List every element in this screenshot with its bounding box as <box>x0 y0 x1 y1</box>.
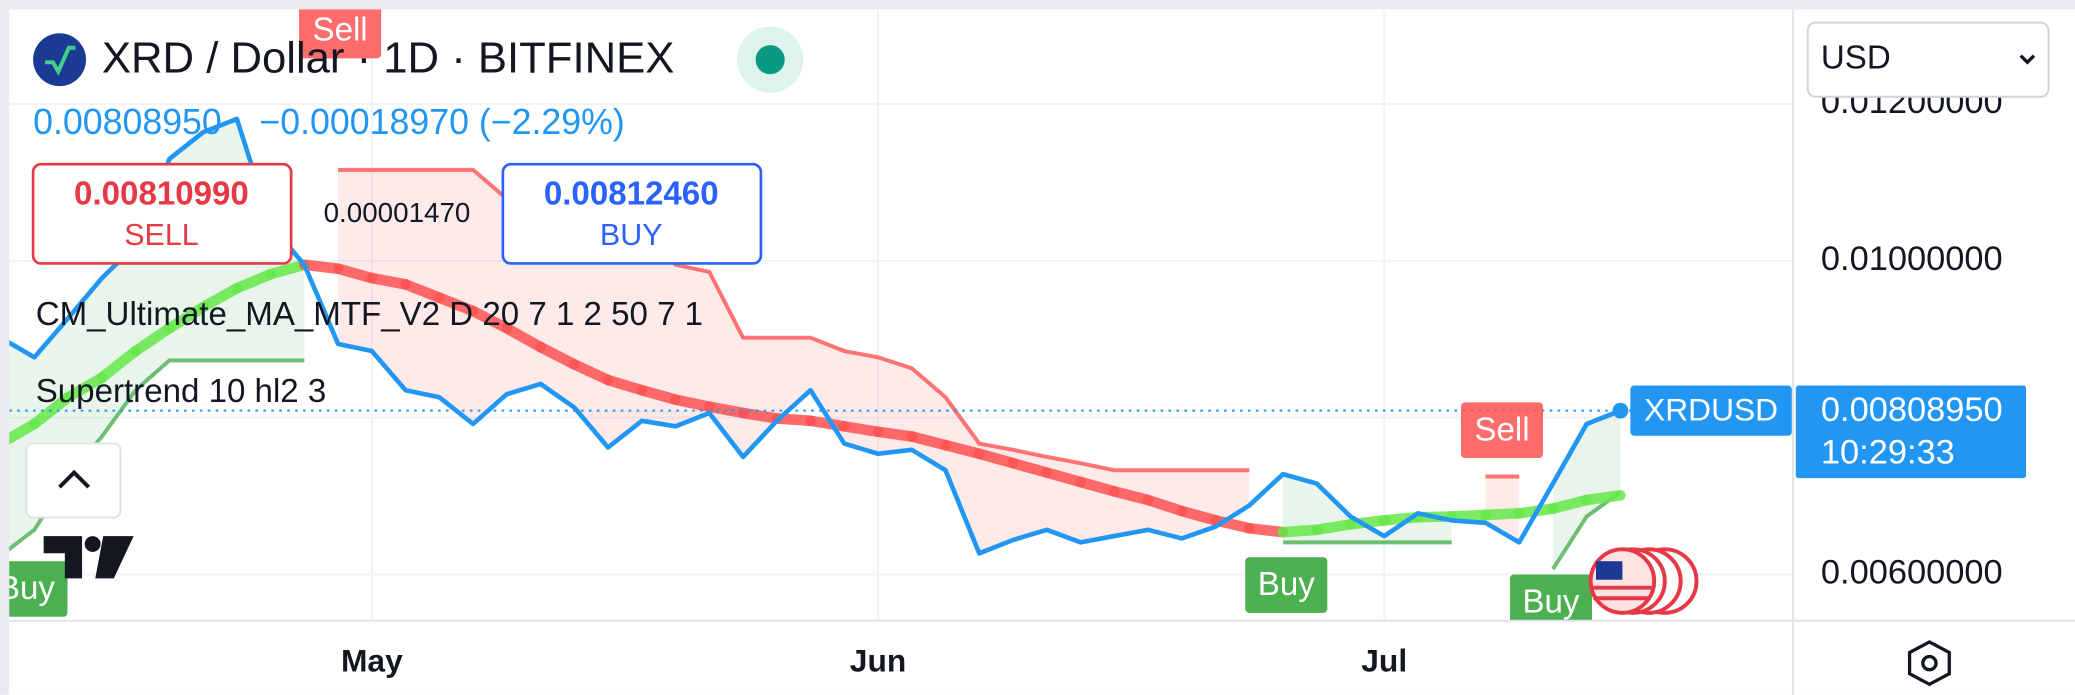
ma-segment <box>1007 457 1053 478</box>
ma-segment <box>602 374 648 396</box>
trend-fill <box>1552 410 1621 570</box>
ma-segment <box>130 322 175 357</box>
ma-segment <box>1311 519 1356 536</box>
ma-segment <box>366 272 411 290</box>
sell-label: SELL <box>124 218 198 252</box>
signal-label: Buy <box>0 570 55 607</box>
trend-fill <box>338 169 1250 554</box>
symbol-logo-mark <box>44 45 76 76</box>
symbol-badge-label: XRDUSD <box>1644 391 1778 427</box>
ma-indicator-label[interactable]: CM_Ultimate_MA_MTF_V2 D 20 7 1 2 50 7 1 <box>36 296 703 333</box>
ma-segment <box>197 283 243 313</box>
ma-segment <box>1345 515 1390 530</box>
ma-segment <box>1277 524 1323 538</box>
supertrend-indicator-label[interactable]: Supertrend 10 hl2 3 <box>36 373 327 410</box>
ma-segment <box>1243 522 1289 538</box>
ma-segment <box>1480 508 1525 521</box>
price-badge-countdown: 10:29:33 <box>1821 433 1955 471</box>
ma-segment <box>1446 509 1491 522</box>
price-change: −0.00018970 (−2.29%) <box>259 102 624 142</box>
signal-box <box>1245 557 1328 613</box>
ma-segment <box>1075 476 1120 497</box>
sell-price: 0.00810990 <box>74 176 249 213</box>
ma-segment <box>434 292 479 317</box>
signal-box <box>299 9 382 59</box>
signal-box <box>1509 574 1592 621</box>
ma-segment <box>1547 494 1592 514</box>
last-price: 0.00808950 <box>33 102 222 142</box>
ma-segment <box>62 372 108 403</box>
ma-segment <box>670 394 715 412</box>
ma-segment <box>164 301 209 334</box>
ma-segment <box>535 341 580 370</box>
signal-label: Sell <box>1474 411 1529 448</box>
symbol-title: XRD / Dollar · 1D · BITFINEX <box>102 34 674 83</box>
ma-segment <box>872 426 918 442</box>
symbol-badge <box>1630 385 1792 436</box>
ma-segment <box>96 345 141 383</box>
ma-segment <box>400 279 445 303</box>
buy-button[interactable] <box>501 162 763 265</box>
signal-label: Sell <box>313 12 368 49</box>
last-price-dot <box>1612 402 1629 419</box>
ma-segment <box>737 407 783 424</box>
collapse-icon <box>58 469 91 489</box>
signal-box <box>9 561 68 617</box>
currency-select[interactable] <box>1806 21 2050 98</box>
ma-segment <box>1581 490 1626 506</box>
ma-segment <box>231 268 276 294</box>
signal-label: Buy <box>1522 583 1579 620</box>
y-tick-label: 0.00600000 <box>1821 554 2003 592</box>
ma-segment <box>501 322 546 353</box>
ma-segment <box>838 421 884 438</box>
buy-label: BUY <box>600 218 663 252</box>
spread: 0.00001470 <box>324 197 471 228</box>
signal-label: Buy <box>1258 566 1315 603</box>
x-tick-label: May <box>341 643 403 679</box>
y-tick-label: 0.01000000 <box>1821 240 2003 278</box>
ma-segment <box>332 263 378 284</box>
x-tick-label: Jun <box>850 643 906 679</box>
tradingview-logo <box>43 536 134 579</box>
settings-icon <box>1921 654 1938 672</box>
x-tick-label: Jul <box>1361 643 1407 679</box>
symbol-logo <box>33 33 87 87</box>
supertrend-down-line <box>338 167 1250 473</box>
ma-segment <box>973 448 1019 469</box>
ma-segment <box>467 305 513 334</box>
sell-button[interactable] <box>31 162 293 265</box>
price-badge <box>1795 385 2027 479</box>
ma-segment <box>1108 486 1154 506</box>
buy-price: 0.00812460 <box>544 176 719 213</box>
chart-background <box>9 9 2075 695</box>
ma-segment <box>265 259 310 280</box>
ma-segment <box>940 439 985 460</box>
ma-segment <box>1176 505 1221 526</box>
event-flags[interactable] <box>1588 547 1699 615</box>
signal-box <box>1460 402 1544 458</box>
overlay: XRDUSD 0.00808950 10:29:33 <box>1630 385 2027 479</box>
ma-segment <box>1142 494 1188 517</box>
ma-segment <box>569 359 614 386</box>
currency: USD <box>1821 39 1891 76</box>
collapse-button[interactable] <box>25 442 122 519</box>
ma-segment <box>906 431 951 451</box>
market-status-dot <box>755 45 785 75</box>
currency-chevron <box>2019 54 2036 65</box>
ma-segment <box>9 418 40 445</box>
price-badge-value: 0.00808950 <box>1821 391 2003 429</box>
ma-segment <box>805 415 850 432</box>
ma-segment <box>299 259 344 274</box>
ma-segment <box>1041 467 1086 488</box>
ma-segment <box>771 413 816 427</box>
ma-segment <box>636 384 681 405</box>
settings-button[interactable] <box>1907 640 1951 687</box>
